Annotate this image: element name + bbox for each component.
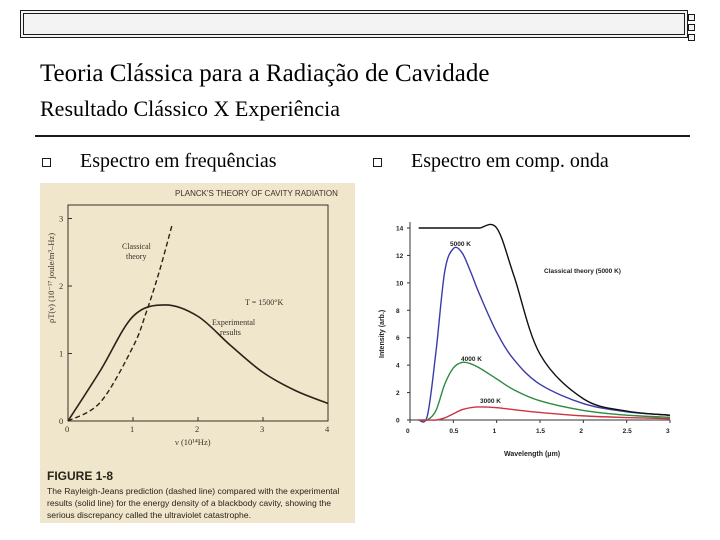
right-x-axis-label: Wavelength (μm) [504,451,560,458]
left-x-tick-label: 4 [325,424,330,434]
right-x-tick-label: 1.5 [536,428,545,435]
caption-text: The Rayleigh-Jeans prediction (dashed li… [47,486,340,520]
left-y-tick-label: 3 [59,214,63,224]
annotation-3000k: 3000 K [480,398,501,405]
left-x-tick-label: 1 [130,424,134,434]
wavelength-spectrum-panel: 0 0.5 1 1.5 2 2.5 3 0 2 4 6 8 10 12 14 Intensity (arb.… [374,218,678,460]
left-x-tick-label: 2 [195,424,199,434]
right-y-tick-label: 2 [396,390,400,397]
slide-subtitle: Resultado Clássico X Experiência [40,96,340,121]
right-y-tick-label: 4 [396,363,400,370]
figure-caption: FIGURE 1-8 The Rayleigh-Jeans prediction… [47,469,352,521]
caption-title: FIGURE 1-8 [47,469,114,483]
slide-header-bar [20,10,688,38]
series-3000k [418,406,671,421]
label-experimental-2: results [220,328,241,337]
y-axis-label: ρT(ν) (10⁻¹⁷ joule/m³–Hz) [46,233,56,323]
left-x-tick-label: 3 [260,424,264,434]
bullet-frequency-spectrum: Espectro em frequências [80,150,277,172]
right-x-tick-label: 3 [666,428,670,435]
slide-title: Teoria Clássica para a Radiação de Cavid… [40,60,490,87]
figure-header: PLANCK'S THEORY OF CAVITY RADIATION [175,189,338,198]
left-x-tick-label: 0 [65,424,69,434]
left-y-tick-label: 2 [59,281,63,291]
right-y-tick-label: 12 [396,253,404,260]
label-classical-2: theory [126,252,146,261]
right-y-axis-label: Intensity (arb.) [379,310,386,358]
slide-corner-decoration [688,14,710,44]
title-divider [35,135,690,137]
right-x-tick-label: 0 [406,428,410,435]
series-classical-theory [67,225,173,422]
right-x-tick-label: 1 [493,428,497,435]
annotation-classical: Classical theory (5000 K) [544,268,621,275]
annotation-4000k: 4000 K [461,356,482,363]
right-y-tick-label: 14 [396,226,404,233]
right-y-tick-label: 8 [396,308,400,315]
right-y-tick-label: 0 [396,418,400,425]
annotation-5000k: 5000 K [450,241,471,248]
right-y-tick-label: 6 [396,335,400,342]
series-5000k [418,246,671,423]
series-classical-5000k [418,223,671,416]
right-x-tick-label: 2 [579,428,583,435]
series-4000k [418,361,671,422]
label-temperature: T = 1500°K [245,298,283,307]
right-x-tick-label: 2.5 [623,428,632,435]
left-y-tick-label: 0 [59,416,63,426]
bullet-square-icon [373,158,382,167]
right-x-tick-label: 0.5 [449,428,458,435]
bullet-wavelength-spectrum: Espectro em comp. onda [411,150,609,172]
wavelength-spectrum-chart: 0 0.5 1 1.5 2 2.5 3 0 2 4 6 8 10 12 14 Intensity (arb.… [379,222,671,458]
frequency-spectrum-chart: PLANCK'S THEORY OF CAVITY RADIATION 0 1 2 3… [46,189,338,447]
x-axis-label: ν (10¹⁴Hz) [175,437,211,447]
right-y-tick-label: 10 [396,280,404,287]
left-y-tick-label: 1 [59,349,63,359]
left-plot-frame [67,204,329,422]
series-experimental-results [67,304,329,422]
scanned-figure-planck: PLANCK'S THEORY OF CAVITY RADIATION 0 1 2 3… [40,183,355,523]
label-experimental-1: Experimental [212,318,256,327]
label-classical-1: Classical [122,242,152,251]
bullet-square-icon [42,158,51,167]
